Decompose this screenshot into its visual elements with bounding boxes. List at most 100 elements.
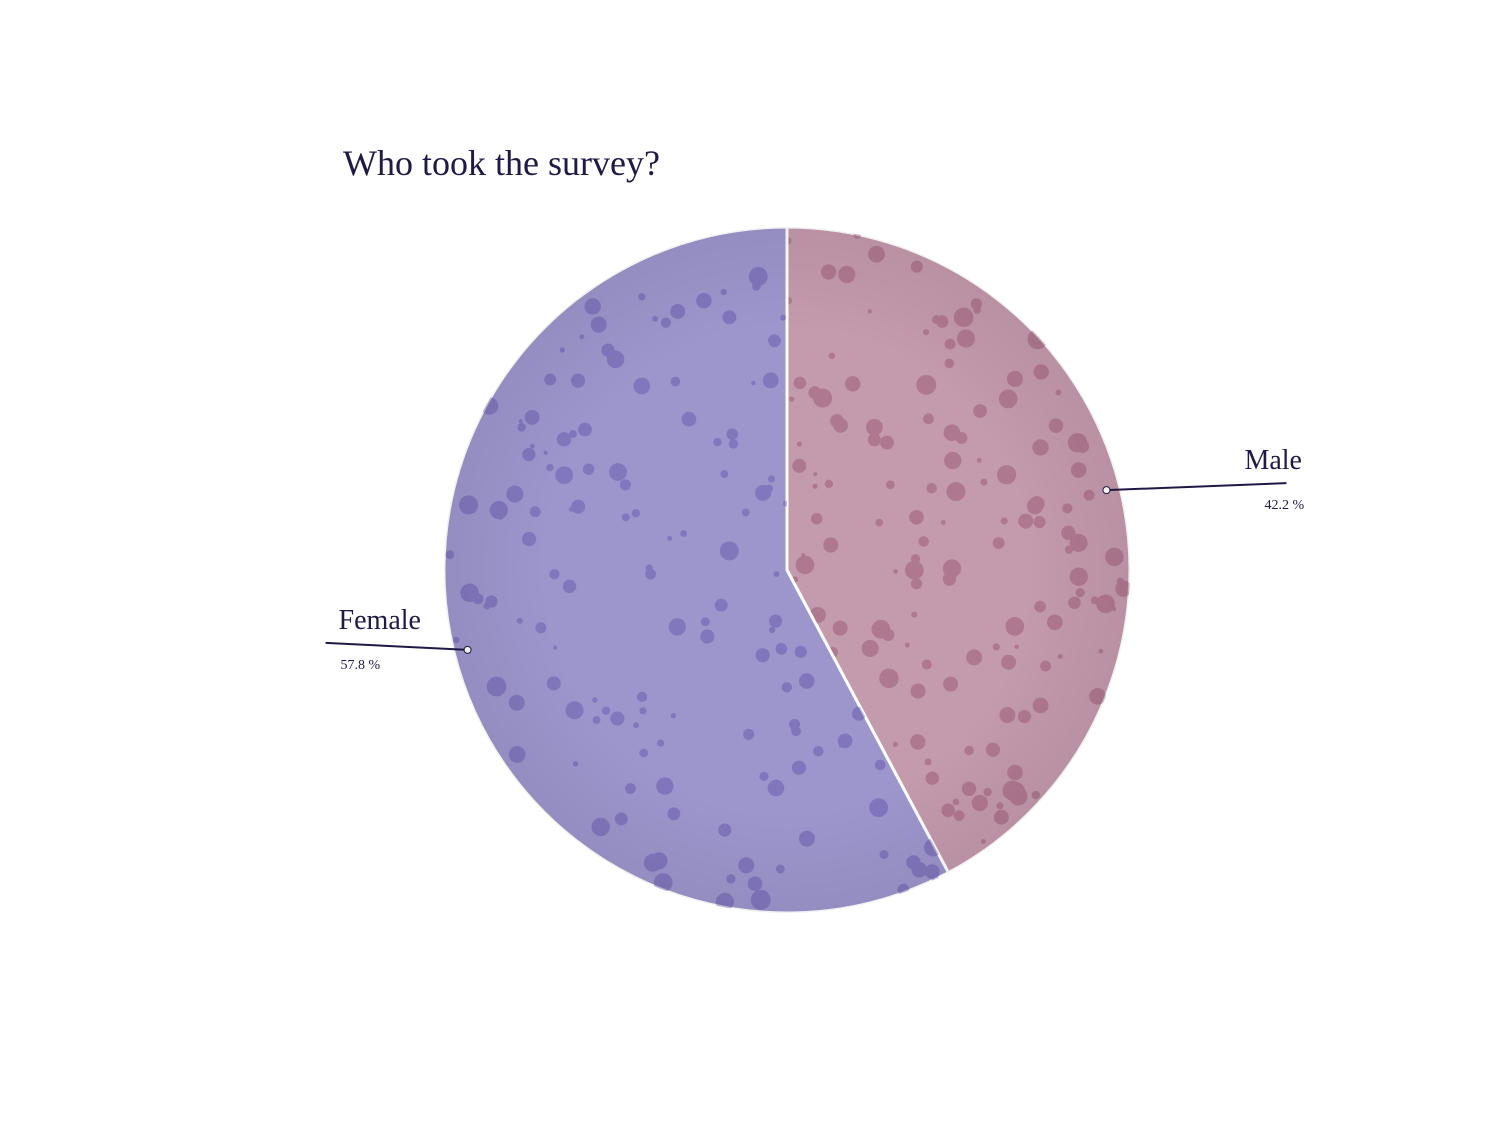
spot (578, 422, 592, 437)
spot (871, 619, 891, 639)
spot (610, 711, 625, 726)
spot (955, 431, 968, 444)
spot (1001, 654, 1017, 670)
spot (546, 676, 561, 691)
spot (924, 864, 940, 879)
spot (1006, 370, 1023, 387)
spot (592, 716, 601, 724)
spot (592, 697, 598, 703)
spot (636, 691, 648, 702)
slice-value: 57.8 % (341, 658, 381, 673)
spot (639, 748, 649, 758)
spot (524, 409, 540, 425)
spot (572, 761, 579, 767)
spot (1069, 567, 1088, 586)
spot (953, 307, 974, 328)
spot (956, 329, 976, 348)
spot (821, 264, 837, 280)
spot (718, 823, 732, 837)
spot (992, 643, 1000, 651)
spot (556, 432, 572, 447)
spot (714, 598, 728, 612)
spot (656, 777, 674, 795)
spot (643, 853, 662, 872)
spot (517, 422, 527, 432)
spot (941, 803, 955, 818)
spot (667, 535, 673, 541)
spot (845, 376, 861, 392)
spot (1064, 545, 1074, 554)
spot (798, 673, 815, 689)
spot (932, 315, 941, 324)
spot (497, 513, 504, 520)
spot (911, 611, 918, 618)
spot (980, 478, 988, 486)
spot (680, 530, 688, 537)
spot (879, 668, 899, 689)
spot (1033, 516, 1046, 529)
spot (638, 293, 646, 301)
spot (1057, 653, 1063, 659)
spot (1070, 462, 1087, 478)
spot (584, 298, 601, 315)
spot (916, 374, 937, 395)
leader-dot (1102, 486, 1111, 495)
spot (750, 889, 771, 910)
spot (565, 701, 584, 720)
spot (631, 509, 641, 518)
spot (601, 706, 611, 715)
spot (728, 439, 739, 449)
spot (670, 376, 681, 387)
spot (1089, 687, 1106, 705)
spot (522, 447, 536, 462)
spot (973, 404, 987, 418)
spot (944, 358, 955, 369)
spot (875, 518, 884, 527)
spot (601, 343, 615, 357)
spot (459, 495, 479, 515)
spot (953, 810, 965, 822)
spot (867, 309, 872, 314)
spot (751, 380, 756, 386)
spot (865, 418, 883, 436)
spot (445, 550, 455, 560)
spot (925, 771, 939, 785)
spot (726, 874, 736, 884)
spot (1000, 517, 1008, 525)
spot (493, 506, 498, 511)
spot (681, 411, 697, 427)
spot (1031, 790, 1040, 800)
spot (943, 676, 959, 692)
spot (923, 413, 934, 425)
spot (722, 310, 737, 325)
spot (657, 739, 665, 747)
spot (837, 733, 853, 749)
leader-line (325, 641, 468, 651)
spot (813, 745, 824, 757)
spot (768, 334, 781, 348)
spot (759, 771, 769, 782)
spot (1032, 439, 1049, 456)
spot (996, 465, 1017, 485)
spot (910, 554, 921, 564)
spot (460, 583, 479, 603)
spot (1075, 587, 1085, 598)
spot (980, 839, 986, 845)
spot (768, 475, 775, 483)
spot (791, 760, 807, 775)
spot (998, 389, 1018, 409)
spot (546, 463, 554, 472)
spot (633, 722, 640, 729)
spot (625, 783, 636, 795)
spot (1002, 780, 1023, 801)
spot (506, 485, 524, 503)
spot (1083, 489, 1095, 501)
spot (780, 314, 787, 321)
spot (748, 266, 768, 286)
spot (942, 572, 957, 586)
spot (973, 306, 981, 314)
spot (792, 458, 807, 473)
spot (609, 463, 627, 481)
spot (992, 537, 1005, 550)
spot (582, 463, 595, 475)
